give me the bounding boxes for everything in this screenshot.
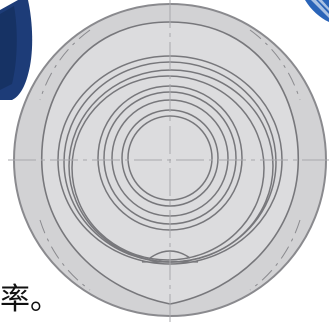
dashed-construction-lines <box>39 29 301 291</box>
centerlines <box>8 0 329 323</box>
caption-text: 率。 <box>0 282 60 317</box>
logo-fragment-icon <box>0 0 33 100</box>
bottom-cusp <box>149 250 191 259</box>
corner-emblem-icon <box>305 0 329 22</box>
